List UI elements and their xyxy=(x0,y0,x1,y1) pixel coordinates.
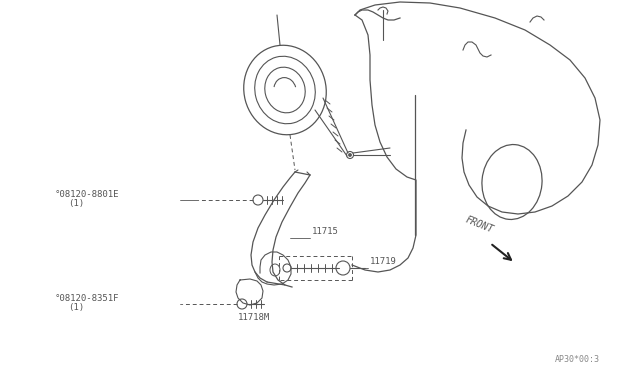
Text: 11718M: 11718M xyxy=(238,313,270,322)
Text: FRONT: FRONT xyxy=(464,215,495,235)
Text: (1): (1) xyxy=(68,303,84,312)
Text: (1): (1) xyxy=(68,199,84,208)
Text: 11719: 11719 xyxy=(370,257,397,266)
Circle shape xyxy=(349,154,351,156)
Text: AP30*00:3: AP30*00:3 xyxy=(555,355,600,364)
Text: 11715: 11715 xyxy=(312,227,339,236)
Text: °08120-8801E: °08120-8801E xyxy=(55,190,120,199)
Text: °08120-8351F: °08120-8351F xyxy=(55,294,120,303)
